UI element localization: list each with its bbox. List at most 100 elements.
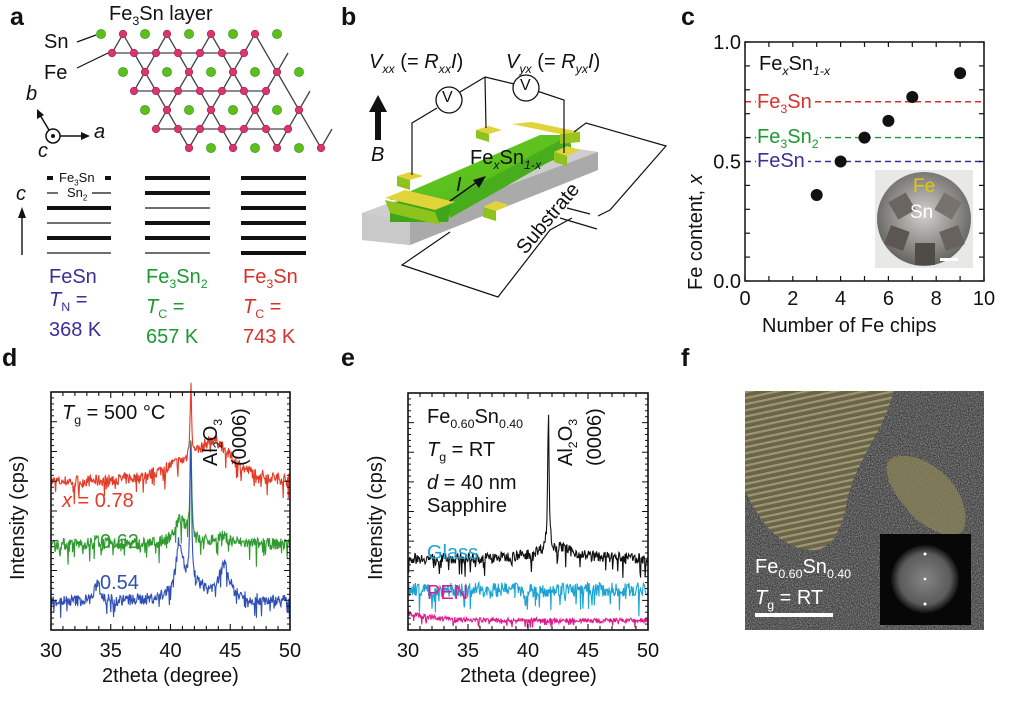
layer-thin	[47, 252, 111, 254]
lattice-title: Fe3Sn layer	[109, 3, 213, 28]
voltmeter-vxx-icon	[435, 86, 463, 114]
vmeter-symbol-1: V	[442, 89, 453, 106]
chart-xrd-composition: 30 35 40 45 50	[40, 382, 301, 662]
stack-label-sn2: Sn2	[65, 185, 90, 203]
sn-atom	[162, 67, 172, 77]
tem-micrograph	[745, 391, 984, 630]
chart-e-annotation: Fe0.60Sn0.40 Tg = RT d = 40 nm	[427, 404, 523, 496]
voltmeter-vyx-icon	[512, 74, 540, 102]
x-tick-label: 4	[835, 288, 846, 310]
sn-atom	[206, 67, 216, 77]
panel-label-c: c	[681, 3, 695, 31]
sn-atom	[96, 29, 106, 39]
axis-b-label: b	[26, 83, 38, 105]
vmeter-symbol-2: V	[520, 77, 531, 94]
layer-stacks	[47, 176, 306, 255]
fe-atom	[195, 86, 205, 96]
chart-d-annotation: Tg = 500 °C	[62, 402, 166, 427]
composition-label: Fe0.60Sn0.40	[755, 556, 852, 581]
fe-atom	[316, 143, 326, 153]
chart-c-xlabel: Number of Fe chips	[762, 315, 937, 337]
inset-scale-bar	[940, 258, 958, 261]
sn-atom	[140, 29, 150, 39]
fe-atom	[195, 48, 205, 58]
y-tick-label: 0.0	[713, 271, 741, 293]
inset-sn-label: Sn	[910, 202, 934, 223]
fe-atom	[239, 124, 249, 134]
fe-chip	[888, 192, 916, 220]
fe-atom	[283, 124, 293, 134]
fe-atom	[107, 48, 117, 58]
compound-name: FeSn	[49, 266, 97, 288]
device-schematic	[362, 74, 668, 298]
fe-atom	[173, 48, 183, 58]
film-label: FexSn1-x	[470, 147, 542, 172]
crystal-lattice-diagram	[18, 29, 333, 255]
layer-thick	[241, 251, 306, 255]
y-tick-label: 1.0	[713, 32, 741, 54]
sn-atom	[184, 29, 194, 39]
panel-label-a: a	[10, 3, 24, 31]
layer-thick	[47, 236, 111, 240]
sn-atom	[184, 105, 194, 115]
fe-atom	[195, 124, 205, 134]
layer-thick	[241, 221, 306, 225]
chart-xrd-substrates: 30 35 40 45 50	[397, 392, 659, 662]
axis-triad-icon	[37, 109, 90, 144]
fe-atom	[129, 86, 139, 96]
fe-atom	[206, 105, 216, 115]
compound-name: Fe3Sn	[243, 266, 298, 291]
contact-pad-small-1	[397, 172, 423, 190]
chart-d-xlabel: 2theta (degree)	[102, 665, 239, 687]
panel-label-f: f	[681, 344, 690, 372]
x-tick-label: 2	[787, 288, 798, 310]
thickness-label: d = 40 nm	[427, 472, 517, 494]
chart-d-ylabel: Intensity (cps)	[7, 455, 29, 580]
panel-label-b: b	[341, 3, 357, 31]
axis-a-label: a	[94, 121, 106, 143]
layer-thick	[241, 236, 306, 240]
layer-thin	[145, 252, 210, 254]
layer-thick	[47, 206, 111, 210]
fe-chip	[939, 225, 965, 251]
fe-atom	[228, 143, 238, 153]
magnetic-field-arrow-icon	[369, 95, 387, 140]
inset-fe-label: Fe	[913, 176, 936, 197]
measurement-wires	[400, 76, 668, 298]
tem-image	[745, 391, 984, 630]
panel-label-d: d	[2, 344, 18, 372]
layer-thick	[241, 206, 306, 210]
sn-atom	[272, 105, 282, 115]
vyx-label: Vyx (= RyxI)	[506, 51, 601, 76]
layer-thick	[145, 191, 210, 195]
chart-d-peak-label: Al2O3 (0006)	[200, 408, 251, 466]
chart-e-ylabel: Intensity (cps)	[365, 455, 387, 580]
x-tick-label: 35	[457, 640, 479, 662]
x-tick-label: 45	[219, 640, 241, 662]
crystalline-region	[886, 455, 966, 536]
current-label: I	[456, 174, 462, 196]
fe-atom	[272, 67, 282, 77]
chart-c-ylabel: Fe content, x	[685, 174, 707, 290]
fe-atom	[162, 29, 172, 39]
chart-fe-content: 0 2 4 6 8 10 0.0 0.5 1.0	[713, 32, 995, 310]
xrd-series-0-54	[50, 443, 291, 619]
layer-thin	[47, 222, 111, 224]
fe-atom	[173, 124, 183, 134]
data-point	[906, 90, 919, 103]
axis-c-label: c	[38, 140, 48, 162]
xrd-series-glass	[407, 580, 649, 617]
sn-atom	[228, 105, 238, 115]
fe-atom	[184, 143, 194, 153]
transition-temperature: 743 K	[243, 326, 296, 348]
xrd-series-pen	[407, 609, 649, 628]
sn-atom	[294, 67, 304, 77]
fe-atom	[217, 86, 227, 96]
fe-atom	[206, 29, 216, 39]
compound-name: Fe3Sn2	[146, 266, 208, 291]
layer-thin	[145, 207, 210, 209]
fe-atom	[129, 48, 139, 58]
scale-bar	[755, 613, 833, 617]
transition-label: TC =	[146, 296, 185, 321]
stack-label-fe3sn: Fe3Sn	[57, 170, 97, 188]
